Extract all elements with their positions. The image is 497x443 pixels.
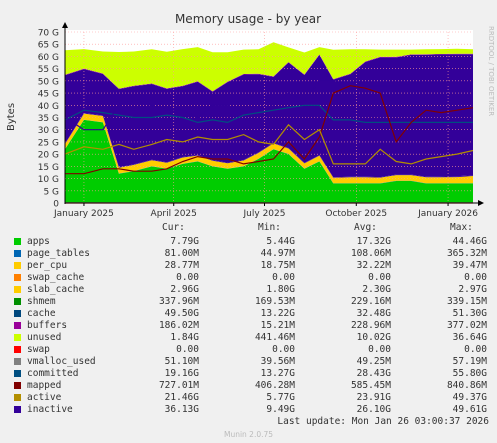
x-tick-label: January 2026	[417, 209, 478, 219]
x-tick-label: April 2025	[151, 209, 197, 219]
y-tick-label: 35 G	[38, 114, 59, 124]
y-axis-arrow	[62, 22, 68, 28]
x-axis-arrow	[478, 200, 484, 206]
munin-footer: Munin 2.0.75	[223, 430, 274, 439]
last-update: Last update: Mon Jan 26 03:00:37 2026	[277, 416, 489, 427]
y-tick-label: 15 G	[38, 163, 59, 173]
y-axis-ticks: 0 5 G 10 G 15 G 20 G 25 G 30 G 35 G 40 G 45 G 50 G…	[38, 29, 60, 210]
area-unused	[65, 42, 473, 92]
line-inactive	[64, 75, 474, 131]
x-tick-label: October 2025	[325, 209, 387, 219]
x-tick-label: January 2025	[53, 209, 114, 219]
y-tick-label: 55 G	[38, 65, 59, 75]
stacked-areas	[65, 42, 473, 203]
area-cache	[65, 54, 473, 178]
y-tick-label: 70 G	[38, 29, 59, 39]
line-committed	[64, 104, 473, 124]
y-tick-label: 10 G	[38, 175, 59, 185]
y-tick-label: 60 G	[38, 53, 59, 63]
y-tick-label: 45 G	[38, 90, 59, 100]
y-tick-label: 25 G	[38, 138, 59, 148]
x-tick-label: July 2025	[243, 209, 286, 219]
area-apps	[65, 119, 473, 203]
y-tick-label: 30 G	[38, 126, 59, 136]
chart-title: Memory usage - by year	[175, 12, 321, 26]
y-tick-label: 40 G	[38, 102, 59, 112]
area-slab_cache	[65, 113, 473, 184]
rrdtool-watermark: RRDTOOL / TOBI OETIKER	[487, 26, 495, 116]
y-tick-label: 65 G	[38, 41, 59, 51]
line-active	[64, 123, 474, 165]
y-tick-label: 0	[53, 200, 59, 210]
line-mapped	[65, 85, 474, 175]
y-tick-label: 20 G	[38, 151, 59, 161]
y-tick-label: 5 G	[43, 187, 59, 197]
y-tick-label: 50 G	[38, 77, 59, 87]
y-axis-label: Bytes	[6, 103, 17, 131]
